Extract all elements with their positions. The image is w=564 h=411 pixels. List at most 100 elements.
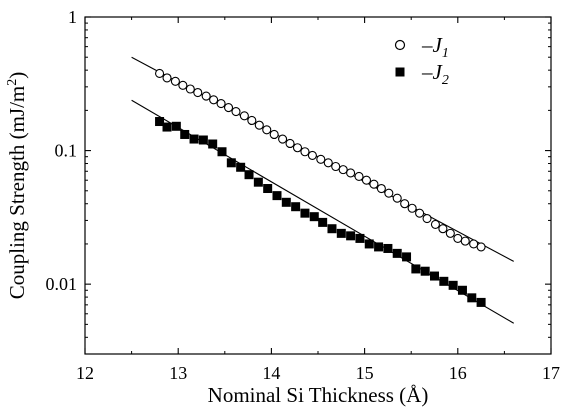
data-markers [155, 68, 486, 307]
j2-point [467, 293, 477, 303]
x-tick-label: 17 [542, 363, 560, 383]
j2-point [448, 280, 458, 290]
j1-point [269, 129, 279, 140]
j2-point [374, 242, 384, 252]
x-tick-label: 16 [449, 363, 467, 383]
j1-point [338, 165, 348, 175]
j2-point [383, 243, 393, 253]
j2-point [155, 117, 165, 127]
j2-point [439, 276, 449, 286]
x-tick-label: 12 [76, 363, 94, 383]
j2-point [476, 297, 486, 307]
j1-point [254, 120, 264, 130]
y-axis-title-main: Coupling Strength (mJ/m [5, 86, 29, 300]
j1-point [392, 193, 402, 203]
j2-point [402, 252, 412, 262]
j1-point [155, 68, 165, 78]
j2-point [318, 217, 328, 227]
legend-j1-marker [394, 39, 406, 51]
j2-point [236, 162, 246, 172]
legend-j1-subscript: 1 [442, 46, 449, 61]
j1-point [209, 95, 219, 105]
j1-point [400, 199, 410, 209]
legend-j1-symbol: J [433, 33, 444, 57]
axis-ticks [84, 16, 552, 355]
j1-point [185, 84, 195, 94]
j1-point [323, 158, 333, 168]
j2-point [253, 177, 263, 187]
j1-point [438, 224, 448, 234]
j2-point [217, 147, 227, 157]
j1-point [316, 154, 326, 164]
j1-point [162, 73, 172, 83]
y-tick-label: 1 [68, 7, 77, 27]
j1-point [292, 143, 303, 153]
j1-point [415, 208, 425, 218]
legend-entry-j1: –J1 [394, 33, 449, 61]
x-tick-label: 15 [356, 363, 374, 383]
j1-point [407, 203, 417, 213]
legend-j1-label: –J1 [421, 33, 449, 61]
j2-point [180, 129, 190, 139]
x-tick-label: 13 [169, 363, 187, 383]
y-axis-title-close: ) [5, 72, 29, 79]
j1-point [331, 161, 341, 172]
j1-point [300, 147, 310, 157]
x-tick-label: 14 [262, 363, 280, 383]
j2-point [272, 191, 282, 201]
j1-point [476, 242, 486, 252]
j1-point [376, 183, 386, 194]
j2-point [162, 122, 172, 132]
legend-j2-marker [395, 67, 405, 77]
j1-point [231, 106, 241, 117]
j2-point [198, 135, 208, 145]
y-axis-title: Coupling Strength (mJ/m2) [5, 72, 29, 300]
j1-point [201, 91, 211, 101]
y-tick-label: 0.1 [55, 141, 78, 161]
legend-j2-symbol: J [433, 60, 444, 84]
j2-point [244, 170, 254, 180]
j1-point [193, 87, 203, 98]
j2-point [208, 139, 218, 149]
j1-point [216, 98, 226, 109]
j2-point [226, 158, 236, 168]
j2-point [364, 239, 374, 249]
j2-point [291, 202, 301, 212]
j2-point [300, 208, 310, 218]
j1-point [307, 150, 317, 160]
j2-point [346, 231, 356, 241]
j1-point [369, 179, 379, 189]
x-axis-title: Nominal Si Thickness (Å) [208, 383, 429, 407]
j2-point [263, 184, 273, 194]
j1-point [469, 239, 479, 249]
j2-point [281, 197, 291, 207]
j1-point [422, 213, 432, 224]
j1-point [285, 138, 295, 149]
j1-point [178, 80, 188, 90]
j1-point [223, 102, 234, 113]
j2-point [411, 264, 421, 274]
j1-point [239, 111, 249, 121]
legend-j2-prefix: – [421, 60, 433, 84]
j2-point [336, 228, 346, 238]
j2-point [392, 248, 402, 258]
j1-point [346, 168, 356, 178]
j1-point [430, 219, 440, 229]
legend-j2-subscript: 2 [442, 73, 449, 88]
j2-point [327, 224, 337, 234]
legend-j2-label: –J2 [421, 60, 449, 88]
j1-point [460, 236, 470, 246]
legend: –J1 –J2 [394, 33, 449, 88]
j1-point [361, 175, 372, 185]
j1-point [170, 76, 180, 86]
j1-point [262, 125, 272, 135]
j1-point [384, 188, 394, 198]
j1-point [445, 228, 455, 238]
j2-point [430, 271, 439, 281]
legend-entry-j2: –J2 [395, 60, 449, 88]
j2-point [309, 212, 319, 222]
y-tick-label: 0.01 [46, 274, 78, 294]
j1-point [247, 115, 257, 126]
